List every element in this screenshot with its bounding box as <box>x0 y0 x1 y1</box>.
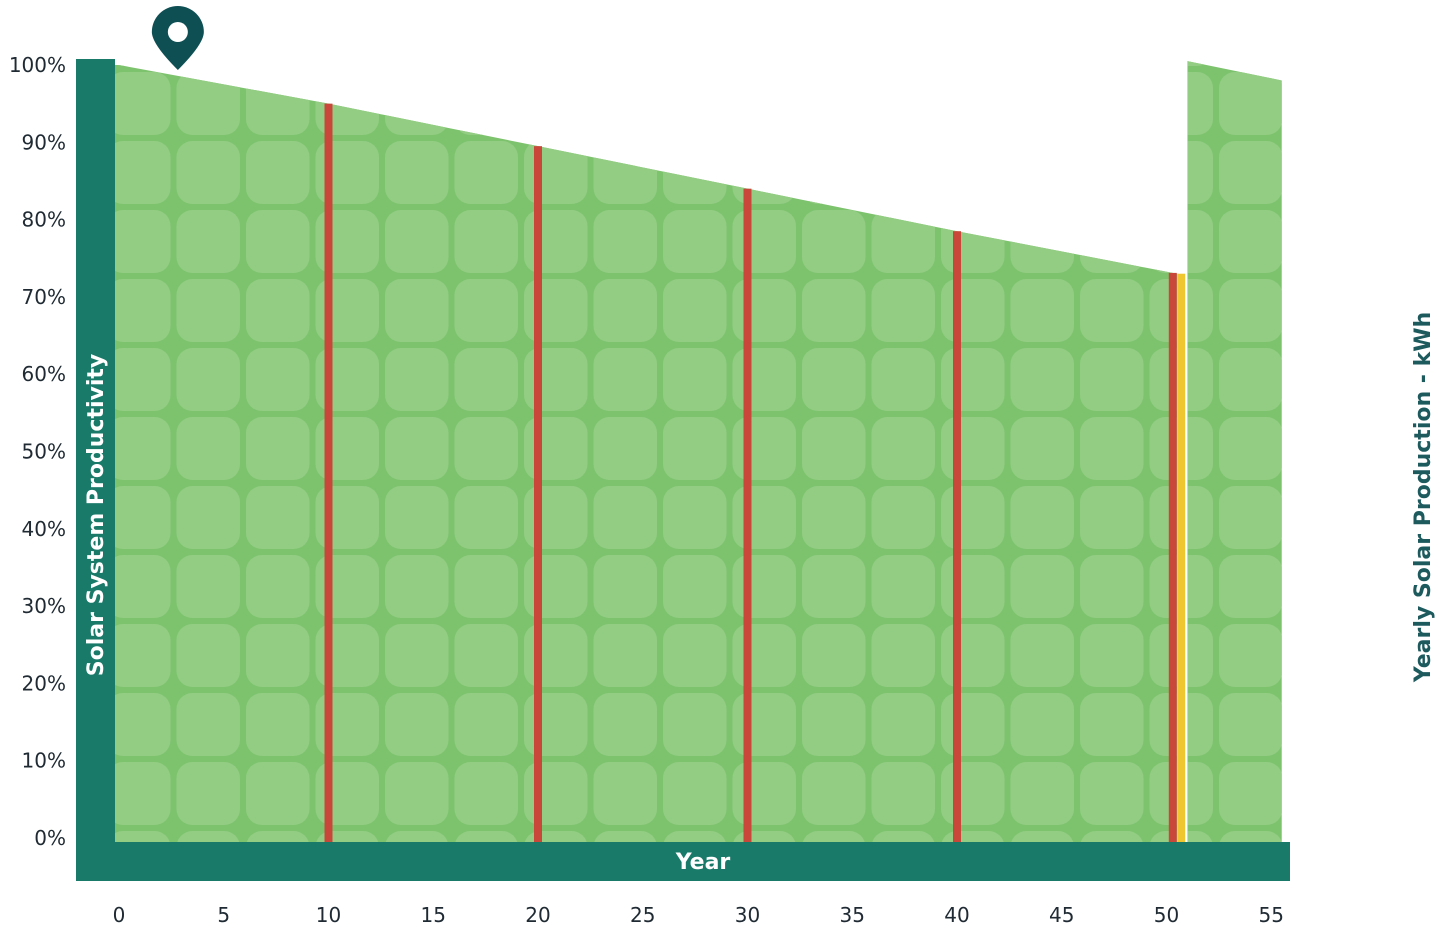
yellow-marker <box>1177 273 1186 843</box>
y-tick-label: 70% <box>22 285 66 309</box>
y-tick-label: 0% <box>34 826 66 850</box>
y-tick-label: 20% <box>22 671 66 695</box>
x-tick-label: 0 <box>113 903 126 927</box>
area-layer <box>104 61 1282 842</box>
x-tick-label: 45 <box>1049 903 1074 927</box>
y-tick-labels: 0% 10% 20% 30% 40% 50% 60% 70% 80% 90% 100% <box>9 53 66 850</box>
y-tick-label: 60% <box>22 362 66 386</box>
red-marker-0 <box>324 103 333 842</box>
x-tick-label: 20 <box>525 903 550 927</box>
x-tick-labels: 0 5 10 15 20 25 30 35 40 45 50 55 <box>113 903 1284 927</box>
x-tick-label: 5 <box>217 903 230 927</box>
location-pin-icon <box>151 6 204 71</box>
y-tick-label: 30% <box>22 594 66 618</box>
red-marker-2 <box>743 188 752 842</box>
area-tiles-0 <box>104 65 1177 842</box>
marker-layer <box>324 103 1186 843</box>
y-axis-title: Solar System Productivity <box>84 354 109 677</box>
x-tick-label: 40 <box>944 903 969 927</box>
x-tick-label: 25 <box>630 903 655 927</box>
y-tick-label: 50% <box>22 440 66 464</box>
x-tick-label: 15 <box>421 903 446 927</box>
x-tick-label: 35 <box>840 903 865 927</box>
red-marker-4 <box>1168 272 1177 843</box>
y-tick-label: 100% <box>9 53 66 77</box>
red-marker-1 <box>534 146 542 843</box>
y-axis-bar <box>76 59 115 881</box>
x-tick-label: 50 <box>1154 903 1179 927</box>
x-tick-label: 55 <box>1259 903 1284 927</box>
x-tick-label: 30 <box>735 903 760 927</box>
x-axis-title: Year <box>675 850 731 875</box>
y-tick-label: 40% <box>22 517 66 541</box>
x-tick-label: 10 <box>316 903 341 927</box>
red-marker-3 <box>953 231 961 842</box>
y-tick-label: 80% <box>22 208 66 232</box>
y-tick-label: 10% <box>22 749 66 773</box>
y-tick-label: 90% <box>22 130 66 154</box>
y2-axis-title: Yearly Solar Production - kWh <box>1411 312 1436 683</box>
x-axis-bar <box>76 842 1290 881</box>
area-tiles-1 <box>1187 61 1282 842</box>
